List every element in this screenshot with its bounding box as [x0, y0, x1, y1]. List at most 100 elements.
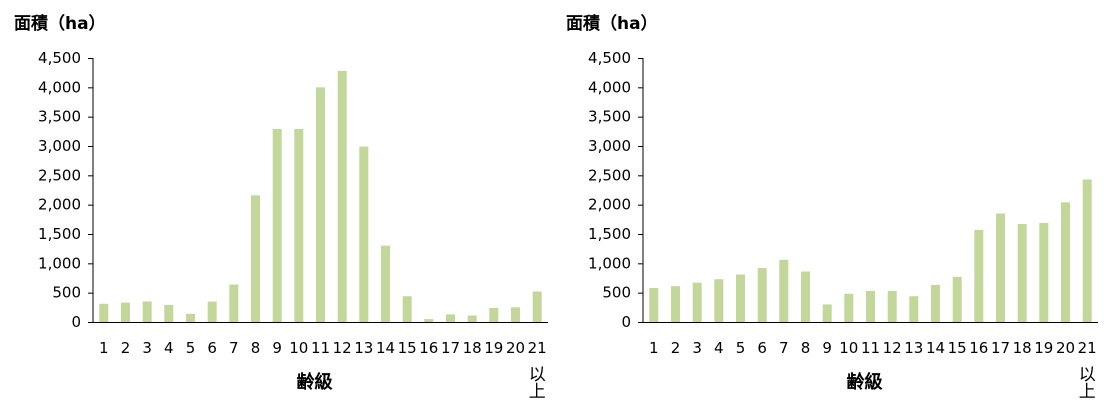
x-tick-label: 20 — [506, 339, 525, 357]
y-tick-label: 4,500 — [38, 49, 81, 67]
y-axis-label: 面積（ha） — [14, 13, 106, 34]
x-tick-label: 21 — [1078, 339, 1097, 357]
x-tick-label: 3 — [142, 339, 152, 357]
x-tick-label: 10 — [839, 339, 858, 357]
bar — [424, 319, 433, 322]
bar — [844, 294, 853, 322]
x-tick-label: 16 — [969, 339, 988, 357]
y-tick-label: 3,000 — [38, 137, 81, 155]
y-tick-label: 1,000 — [588, 254, 631, 272]
x-tick-label: 16 — [419, 339, 438, 357]
bar — [649, 288, 658, 322]
left-chart: 面積（ha） 0 500 1,000 1,500 2,000 2,500 3,000 3,500… — [14, 13, 548, 402]
bar — [446, 314, 455, 322]
last-category-suffix: 以上 — [1079, 365, 1096, 402]
bar — [801, 272, 810, 323]
x-tick-label: 21 — [528, 339, 547, 357]
last-category-suffix: 以上 — [529, 365, 546, 402]
bar — [714, 279, 723, 322]
bar — [251, 195, 260, 322]
x-tick-label: 11 — [311, 339, 330, 357]
bar — [273, 129, 282, 322]
y-tick-label: 1,000 — [38, 254, 81, 272]
bar — [208, 302, 217, 323]
x-tick-label: 15 — [398, 339, 417, 357]
bar — [489, 308, 498, 322]
x-tick-label: 9 — [272, 339, 282, 357]
x-tick-label: 6 — [207, 339, 217, 357]
x-tick-label: 12 — [883, 339, 902, 357]
x-tick-label: 6 — [757, 339, 767, 357]
bar — [693, 283, 702, 322]
bar — [533, 292, 542, 323]
x-tick-label: 4 — [714, 339, 724, 357]
bar — [229, 285, 238, 323]
bar — [1018, 224, 1027, 322]
y-tick-label: 4,500 — [588, 49, 631, 67]
bar — [403, 296, 412, 322]
bar — [468, 316, 477, 323]
x-tick-label: 17 — [991, 339, 1010, 357]
x-tick-label: 9 — [822, 339, 832, 357]
bar — [909, 296, 918, 322]
x-tick-label: 15 — [948, 339, 967, 357]
bar — [294, 129, 303, 322]
bar — [338, 71, 347, 322]
bar — [974, 230, 983, 322]
x-tick-label: 5 — [186, 339, 196, 357]
bar — [359, 147, 368, 322]
bar — [996, 214, 1005, 323]
y-tick-label: 3,000 — [588, 137, 631, 155]
x-tick-label: 7 — [229, 339, 239, 357]
x-tick-label: 14 — [926, 339, 945, 357]
y-tick-label: 2,000 — [588, 196, 631, 214]
bar — [736, 275, 745, 323]
y-tick-label: 2,500 — [588, 166, 631, 184]
y-tick-label: 2,500 — [38, 166, 81, 184]
x-axis-label: 齢級 — [847, 371, 883, 393]
x-tick-label: 13 — [904, 339, 923, 357]
bar — [779, 260, 788, 322]
y-tick-label: 500 — [602, 284, 631, 302]
bar — [121, 303, 130, 322]
y-tick-label: 2,000 — [38, 196, 81, 214]
x-tick-label: 1 — [649, 339, 659, 357]
right-chart: 面積（ha） 0 500 1,000 1,500 2,000 2,500 3,000 3,500… — [566, 13, 1098, 402]
bar — [953, 277, 962, 322]
y-tick-label: 1,500 — [38, 225, 81, 243]
x-tick-label: 19 — [1034, 339, 1053, 357]
bar — [316, 87, 325, 322]
x-tick-label: 13 — [354, 339, 373, 357]
y-tick-label: 4,000 — [588, 78, 631, 96]
x-tick-label: 11 — [861, 339, 880, 357]
y-tick-label: 4,000 — [38, 78, 81, 96]
bar — [758, 268, 767, 322]
bar — [931, 285, 940, 322]
x-tick-label: 2 — [121, 339, 131, 357]
bar — [381, 246, 390, 322]
bar — [186, 314, 195, 322]
x-tick-label: 19 — [484, 339, 503, 357]
x-tick-label: 1 — [99, 339, 109, 357]
x-tick-label: 8 — [801, 339, 811, 357]
x-tick-label: 18 — [463, 339, 482, 357]
x-tick-label: 14 — [376, 339, 395, 357]
x-tick-label: 4 — [164, 339, 174, 357]
x-tick-label: 5 — [736, 339, 746, 357]
y-axis-label: 面積（ha） — [566, 13, 658, 34]
y-tick-label: 0 — [71, 313, 81, 331]
x-tick-label: 10 — [289, 339, 308, 357]
bar — [143, 302, 152, 323]
y-tick-label: 1,500 — [588, 225, 631, 243]
bar — [671, 286, 680, 322]
x-tick-label: 17 — [441, 339, 460, 357]
y-tick-label: 3,500 — [588, 108, 631, 126]
x-tick-label: 2 — [671, 339, 681, 357]
x-axis-label: 齢級 — [297, 371, 333, 393]
bar — [888, 291, 897, 322]
bar — [511, 307, 520, 322]
x-tick-label: 7 — [779, 339, 789, 357]
bar — [1039, 223, 1048, 322]
bar — [1061, 202, 1070, 322]
